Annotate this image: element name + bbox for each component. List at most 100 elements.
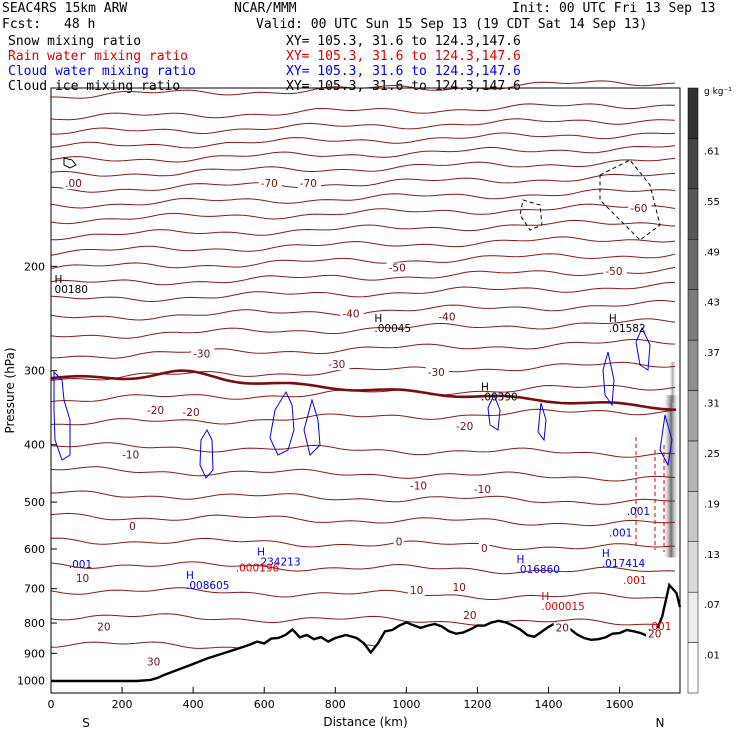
y-tick-label: 300 — [24, 365, 45, 378]
temperature-contour — [50, 132, 676, 149]
x-tick-label: 800 — [325, 698, 346, 711]
terrain-line — [51, 582, 682, 683]
max-value-label: .000196 — [236, 563, 280, 575]
colorbar-tick-label: .55 — [704, 197, 720, 208]
colorbar-bin — [687, 239, 699, 290]
forecast-hours: 48 h — [64, 17, 96, 32]
temperature-label-bg — [646, 628, 663, 640]
plot-frame — [50, 87, 681, 694]
temperature-label-bg — [478, 542, 490, 554]
temperature-label-bg — [258, 178, 282, 190]
max-value-label: .001 — [623, 575, 646, 587]
cloud-contour — [537, 402, 547, 442]
colorbar-tick-label: .25 — [704, 449, 720, 460]
temperature-label-bg — [603, 266, 627, 278]
x-tick-label: 200 — [112, 698, 133, 711]
temperature-label: -10 — [474, 484, 491, 496]
max-marker: H — [257, 547, 265, 559]
valid-time: Valid: 00 UTC Sun 15 Sep 13 (19 CDT Sat … — [256, 17, 648, 32]
colorbar-bin — [687, 188, 699, 240]
temperature-label-bg — [386, 262, 410, 274]
max-marker: H — [609, 313, 617, 325]
temperature-label: -20 — [456, 421, 473, 433]
cloud-contour — [303, 398, 321, 456]
temperature-label: 0 — [129, 521, 136, 533]
cloud-contour — [635, 326, 651, 371]
temperature-contour — [51, 219, 676, 241]
temperature-label: -40 — [342, 309, 359, 321]
temperature-label: 20 — [648, 628, 661, 640]
temperature-label-bg — [393, 536, 405, 548]
colorbar-tick-label: .07 — [704, 600, 720, 611]
temperature-label-bg — [436, 311, 460, 323]
max-marker: H — [517, 554, 525, 566]
max-value-label: .234213 — [257, 557, 300, 569]
colorbar-bin — [687, 591, 699, 643]
cloud-contour — [63, 157, 77, 169]
snow-shading-top — [668, 361, 677, 403]
temperature-label-bg — [628, 203, 652, 215]
org-label: NCAR/MMM — [234, 1, 297, 16]
temperature-label: -20 — [147, 405, 164, 417]
temperature-label: -10 — [410, 480, 427, 492]
x-tick-label: 0 — [48, 698, 55, 711]
x-tick-label: 1400 — [535, 698, 563, 711]
colorbar-bin — [687, 541, 699, 593]
temperature-label: -30 — [193, 348, 210, 360]
colorbar-tick-label: .31 — [704, 399, 720, 410]
temperature-label: 10 — [410, 585, 423, 597]
temperature-contour — [50, 442, 676, 458]
max-value-label: .017414 — [602, 558, 646, 570]
colorbar-tick-label: .43 — [704, 298, 720, 309]
temperature-contour — [50, 561, 676, 575]
colorbar-tick-label: .61 — [704, 146, 720, 157]
temperature-contour — [50, 512, 676, 527]
model-title: SEAC4RS 15km ARW — [2, 1, 128, 16]
temperature-label-bg — [95, 621, 112, 633]
temperature-label-bg — [63, 178, 87, 190]
cloud-contour — [269, 390, 295, 456]
temperature-contour — [50, 266, 676, 286]
max-value-label: .01582 — [609, 323, 646, 335]
temperature-contour — [50, 490, 675, 505]
temperature-label: 30 — [147, 656, 160, 668]
field-xy-cloud-water: XY= 105.3, 31.6 to 124.3,147.6 — [286, 64, 521, 79]
temperature-label: 10 — [76, 573, 89, 585]
colorbar-bin — [687, 440, 699, 492]
temperature-label-bg — [297, 178, 321, 190]
temperature-label: -40 — [438, 312, 455, 324]
temperature-label: -20 — [182, 407, 199, 419]
y-tick-label: 600 — [24, 543, 45, 556]
terrain-fill — [51, 585, 680, 693]
max-value-label: .00390 — [481, 392, 518, 404]
temperature-contour — [50, 188, 676, 209]
max-marker: H — [602, 548, 610, 560]
temperature-label: -10 — [122, 449, 139, 461]
temperature-label-bg — [191, 348, 215, 360]
max-value-label: .000015 — [541, 601, 584, 613]
colorbar-tick-label: .13 — [704, 550, 720, 561]
x-tick-label: 600 — [254, 698, 275, 711]
max-value-label: .001 — [627, 506, 650, 518]
init-time: Init: 00 UTC Fri 13 Sep 13 — [512, 1, 716, 16]
colorbar-bin — [687, 289, 699, 341]
temperature-label-bg — [553, 622, 571, 634]
freezing-level-contour — [50, 369, 677, 411]
temperature-label-bg — [461, 610, 479, 622]
max-value-label: .001 — [609, 528, 632, 540]
colorbar-bin — [687, 339, 699, 391]
forecast-label: Fcst: — [2, 17, 42, 32]
colorbar-bin — [687, 87, 699, 139]
temperature-label: -50 — [389, 262, 406, 274]
colorbar-bin — [687, 138, 699, 190]
temperature-label-bg — [454, 421, 478, 433]
temperature-label-bg — [425, 366, 449, 378]
y-tick-label: 200 — [24, 260, 45, 273]
max-marker: H — [541, 591, 549, 603]
temperature-contour — [50, 613, 676, 628]
colorbar-bin — [687, 642, 699, 694]
temperature-contour — [50, 281, 676, 303]
max-marker: H — [55, 274, 63, 286]
max-value-label: .016860 — [517, 564, 560, 576]
colorbar-bin — [687, 491, 699, 543]
